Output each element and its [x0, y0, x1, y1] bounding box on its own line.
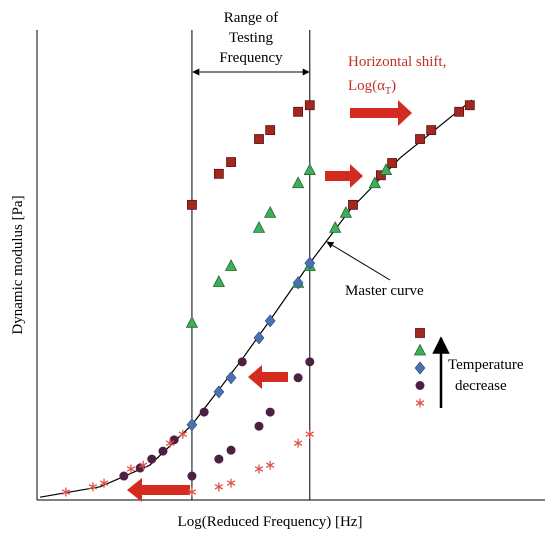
- marker-triangle: [413, 343, 427, 356]
- marker-circle: [415, 381, 425, 390]
- marker-square: [387, 158, 397, 168]
- x-axis-label: Log(Reduced Frequency) [Hz]: [178, 514, 363, 530]
- range-title: Range of: [224, 10, 279, 26]
- marker-diamond: [253, 331, 265, 345]
- marker-square: [464, 100, 475, 111]
- marker-circle: [226, 445, 236, 455]
- marker-square: [454, 106, 465, 117]
- marker-diamond: [213, 385, 225, 399]
- shift-arrow: [248, 365, 288, 389]
- marker-triangle: [291, 176, 305, 189]
- marker-asterisk: [415, 398, 425, 408]
- marker-diamond: [292, 276, 304, 290]
- marker-circle: [199, 407, 209, 417]
- marker-diamond: [186, 418, 198, 432]
- marker-triangle: [379, 163, 393, 175]
- shift-arrow: [350, 100, 412, 126]
- marker-circle: [265, 407, 275, 417]
- legend-label: Temperature: [448, 357, 524, 373]
- marker-asterisk: [165, 438, 175, 448]
- marker-asterisk: [226, 478, 236, 488]
- marker-square: [376, 170, 386, 181]
- shift-label: Horizontal shift,: [348, 54, 446, 70]
- marker-circle: [305, 357, 315, 367]
- marker-circle: [119, 471, 129, 481]
- marker-diamond: [304, 256, 316, 270]
- marker-asterisk: [178, 429, 188, 439]
- marker-triangle: [252, 221, 266, 233]
- marker-square: [254, 134, 264, 144]
- shift-arrow: [325, 164, 363, 188]
- marker-circle: [237, 357, 247, 367]
- marker-asterisk: [265, 460, 275, 470]
- marker-square: [226, 157, 236, 167]
- marker-asterisk: [126, 464, 136, 474]
- marker-triangle: [212, 275, 226, 287]
- shift-sub: T: [385, 86, 391, 97]
- curve-label: Master curve: [345, 283, 424, 299]
- marker-triangle: [264, 205, 277, 218]
- marker-circle: [147, 454, 157, 464]
- marker-square: [265, 125, 276, 136]
- marker-triangle: [224, 259, 238, 271]
- marker-square: [348, 199, 358, 210]
- curve-arrow: [326, 241, 391, 281]
- shift-arrow: [127, 478, 190, 502]
- marker-asterisk: [138, 460, 148, 470]
- marker-square: [213, 168, 224, 179]
- marker-asterisk: [99, 478, 109, 488]
- shift-label: ): [391, 78, 396, 94]
- marker-circle: [293, 373, 303, 383]
- marker-triangle: [329, 221, 342, 233]
- marker-asterisk: [305, 429, 315, 439]
- marker-square: [415, 134, 425, 144]
- marker-diamond: [225, 371, 237, 385]
- marker-asterisk: [293, 438, 303, 448]
- range-title: Testing: [229, 30, 273, 46]
- marker-triangle: [339, 205, 353, 218]
- marker-diamond: [264, 314, 276, 328]
- y-axis-label: Dynamic modulus [Pa]: [10, 195, 26, 334]
- marker-triangle: [303, 163, 316, 175]
- marker-square: [426, 125, 437, 136]
- marker-square: [415, 328, 425, 338]
- marker-asterisk: [187, 487, 197, 497]
- marker-circle: [214, 454, 224, 464]
- marker-circle: [187, 471, 197, 481]
- marker-asterisk: [61, 487, 71, 497]
- marker-asterisk: [88, 482, 98, 492]
- marker-triangle: [368, 176, 381, 189]
- shift-label: Log(α: [348, 78, 385, 94]
- legend-label: decrease: [455, 378, 507, 394]
- marker-circle: [158, 446, 168, 456]
- marker-circle: [254, 421, 264, 431]
- shift-label: Log(αT): [348, 78, 396, 97]
- range-title: Frequency: [219, 50, 283, 66]
- marker-diamond: [414, 361, 426, 375]
- marker-square: [304, 100, 315, 111]
- marker-square: [293, 106, 304, 117]
- marker-square: [187, 199, 197, 210]
- shift-arrows: [127, 100, 412, 502]
- marker-asterisk: [214, 482, 224, 492]
- marker-asterisk: [254, 464, 264, 474]
- marker-triangle: [185, 315, 199, 328]
